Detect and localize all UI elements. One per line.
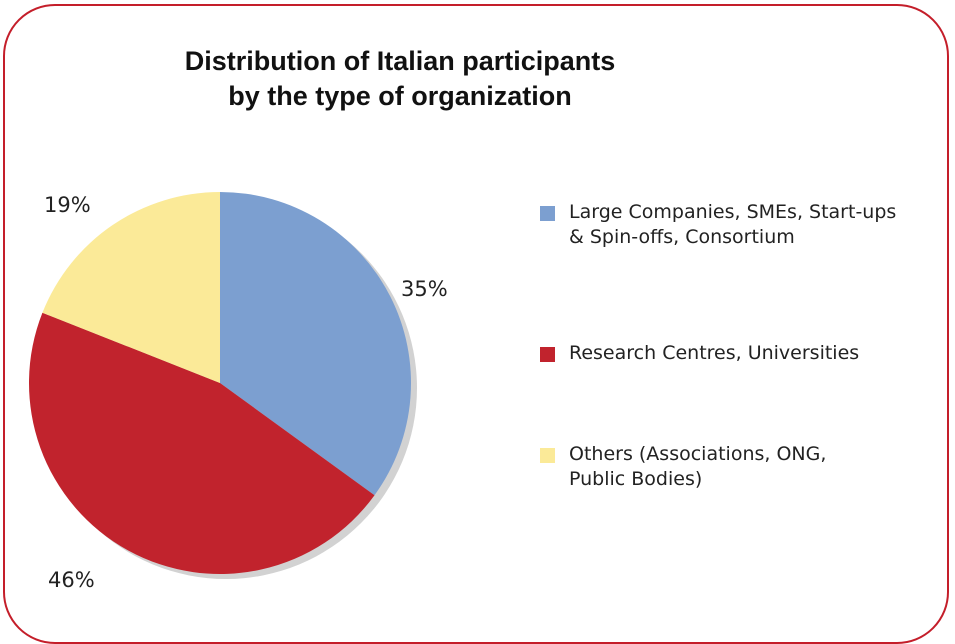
pie-slices (29, 192, 411, 575)
legend-label-line: Large Companies, SMEs, Start-ups (569, 201, 897, 223)
chart-title: Distribution of Italian participants by … (70, 44, 730, 114)
legend-label-line: Research Centres, Universities (569, 342, 860, 364)
pie-chart: 19% 35% 46% (29, 192, 448, 592)
legend-label-line: & Spin-offs, Consortium (569, 226, 795, 248)
legend-item-others: Others (Associations, ONG, Public Bodies… (540, 442, 949, 492)
legend-swatch-research-centres (540, 347, 555, 362)
legend-label-others: Others (Associations, ONG, Public Bodies… (569, 442, 949, 492)
pie-slice-research-centres (29, 312, 375, 575)
slice-label-others: 19% (44, 193, 91, 217)
legend-label-line: Public Bodies) (569, 468, 703, 490)
legend-label-research-centres: Research Centres, Universities (569, 341, 949, 366)
chart-title-line-2: by the type of organization (228, 81, 572, 111)
legend-label-line: Others (Associations, ONG, (569, 443, 827, 465)
legend-swatch-others (540, 448, 555, 463)
legend-swatch-large-companies (540, 206, 555, 221)
slice-label-research-centres: 46% (48, 568, 95, 592)
legend-item-research-centres: Research Centres, Universities (540, 341, 949, 366)
pie-slice-others (42, 192, 221, 383)
slice-label-large-companies: 35% (401, 277, 448, 301)
legend-item-large-companies: Large Companies, SMEs, Start-ups & Spin-… (540, 200, 949, 250)
legend-label-large-companies: Large Companies, SMEs, Start-ups & Spin-… (569, 200, 949, 250)
pie-slice-large-companies (220, 192, 411, 496)
chart-title-line-1: Distribution of Italian participants (184, 46, 616, 76)
